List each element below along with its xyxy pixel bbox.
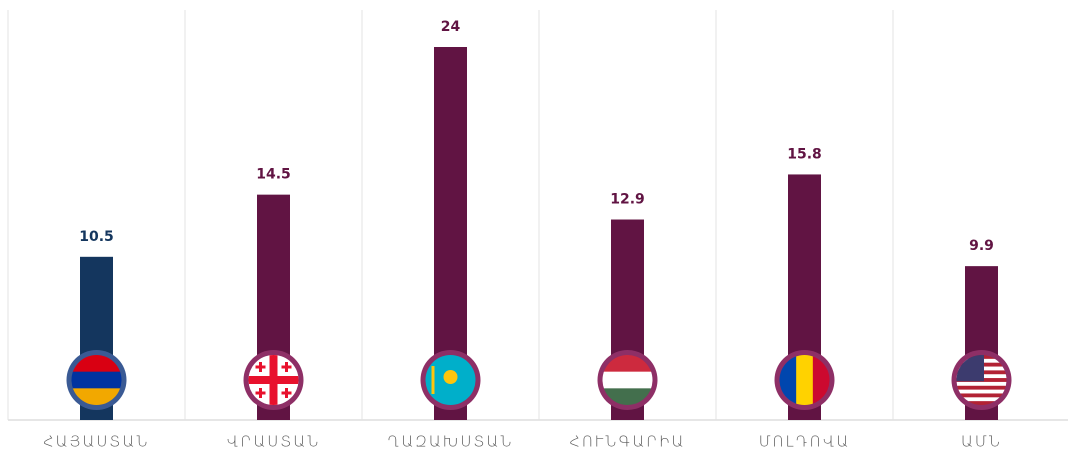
- flag: [956, 355, 1007, 405]
- flag-badge: [597, 350, 658, 410]
- flag: [71, 355, 122, 405]
- value-label: 10.5: [79, 229, 114, 245]
- flag: [425, 355, 476, 405]
- flag-part: [281, 391, 292, 395]
- flag-part: [71, 371, 122, 389]
- flag-part: [956, 381, 1007, 387]
- x-tick-label: ՀԱՅԱՍՏԱՆ: [43, 433, 149, 451]
- flag-part: [443, 370, 458, 384]
- flag-part: [248, 376, 299, 384]
- flag-badge: [420, 350, 481, 410]
- value-label: 12.9: [610, 192, 645, 208]
- x-tick-label: ՄՈԼԴՈՎԱ: [759, 433, 851, 451]
- flag-part: [796, 355, 814, 405]
- flag-badge: [951, 350, 1012, 410]
- flag-part: [255, 365, 266, 369]
- value-label: 15.8: [787, 146, 822, 162]
- flag-part: [281, 365, 292, 369]
- flag: [779, 355, 830, 405]
- flag-part: [812, 355, 830, 405]
- flag-part: [71, 388, 122, 405]
- x-tick-label: ՂԱԶԱԽՍՏԱՆ: [387, 433, 513, 451]
- flag-part: [956, 393, 1007, 398]
- flag: [248, 355, 299, 405]
- flag-part: [956, 401, 1007, 405]
- flag-part: [956, 385, 1007, 390]
- flag-part: [956, 389, 1007, 394]
- x-tick-label: ՀՈՒՆԳԱՐԻԱ: [570, 433, 686, 451]
- flag-part: [956, 397, 1007, 402]
- flag-part: [71, 355, 122, 373]
- flag-part: [602, 355, 653, 373]
- flag-part: [779, 355, 797, 405]
- flag-part: [602, 371, 653, 389]
- value-label: 24: [441, 19, 461, 35]
- flag: [602, 355, 653, 405]
- flag-badge: [774, 350, 835, 410]
- value-label: 9.9: [969, 238, 994, 254]
- flag-part: [431, 366, 435, 394]
- x-tick-label: ՎՐԱՍՏԱՆ: [227, 433, 321, 451]
- flag-badge: [66, 350, 127, 410]
- x-tick-label: ԱՄՆ: [961, 433, 1002, 451]
- flag-part: [602, 388, 653, 405]
- flag-badge: [243, 350, 304, 410]
- value-label: 14.5: [256, 167, 291, 183]
- flag-part: [255, 391, 266, 395]
